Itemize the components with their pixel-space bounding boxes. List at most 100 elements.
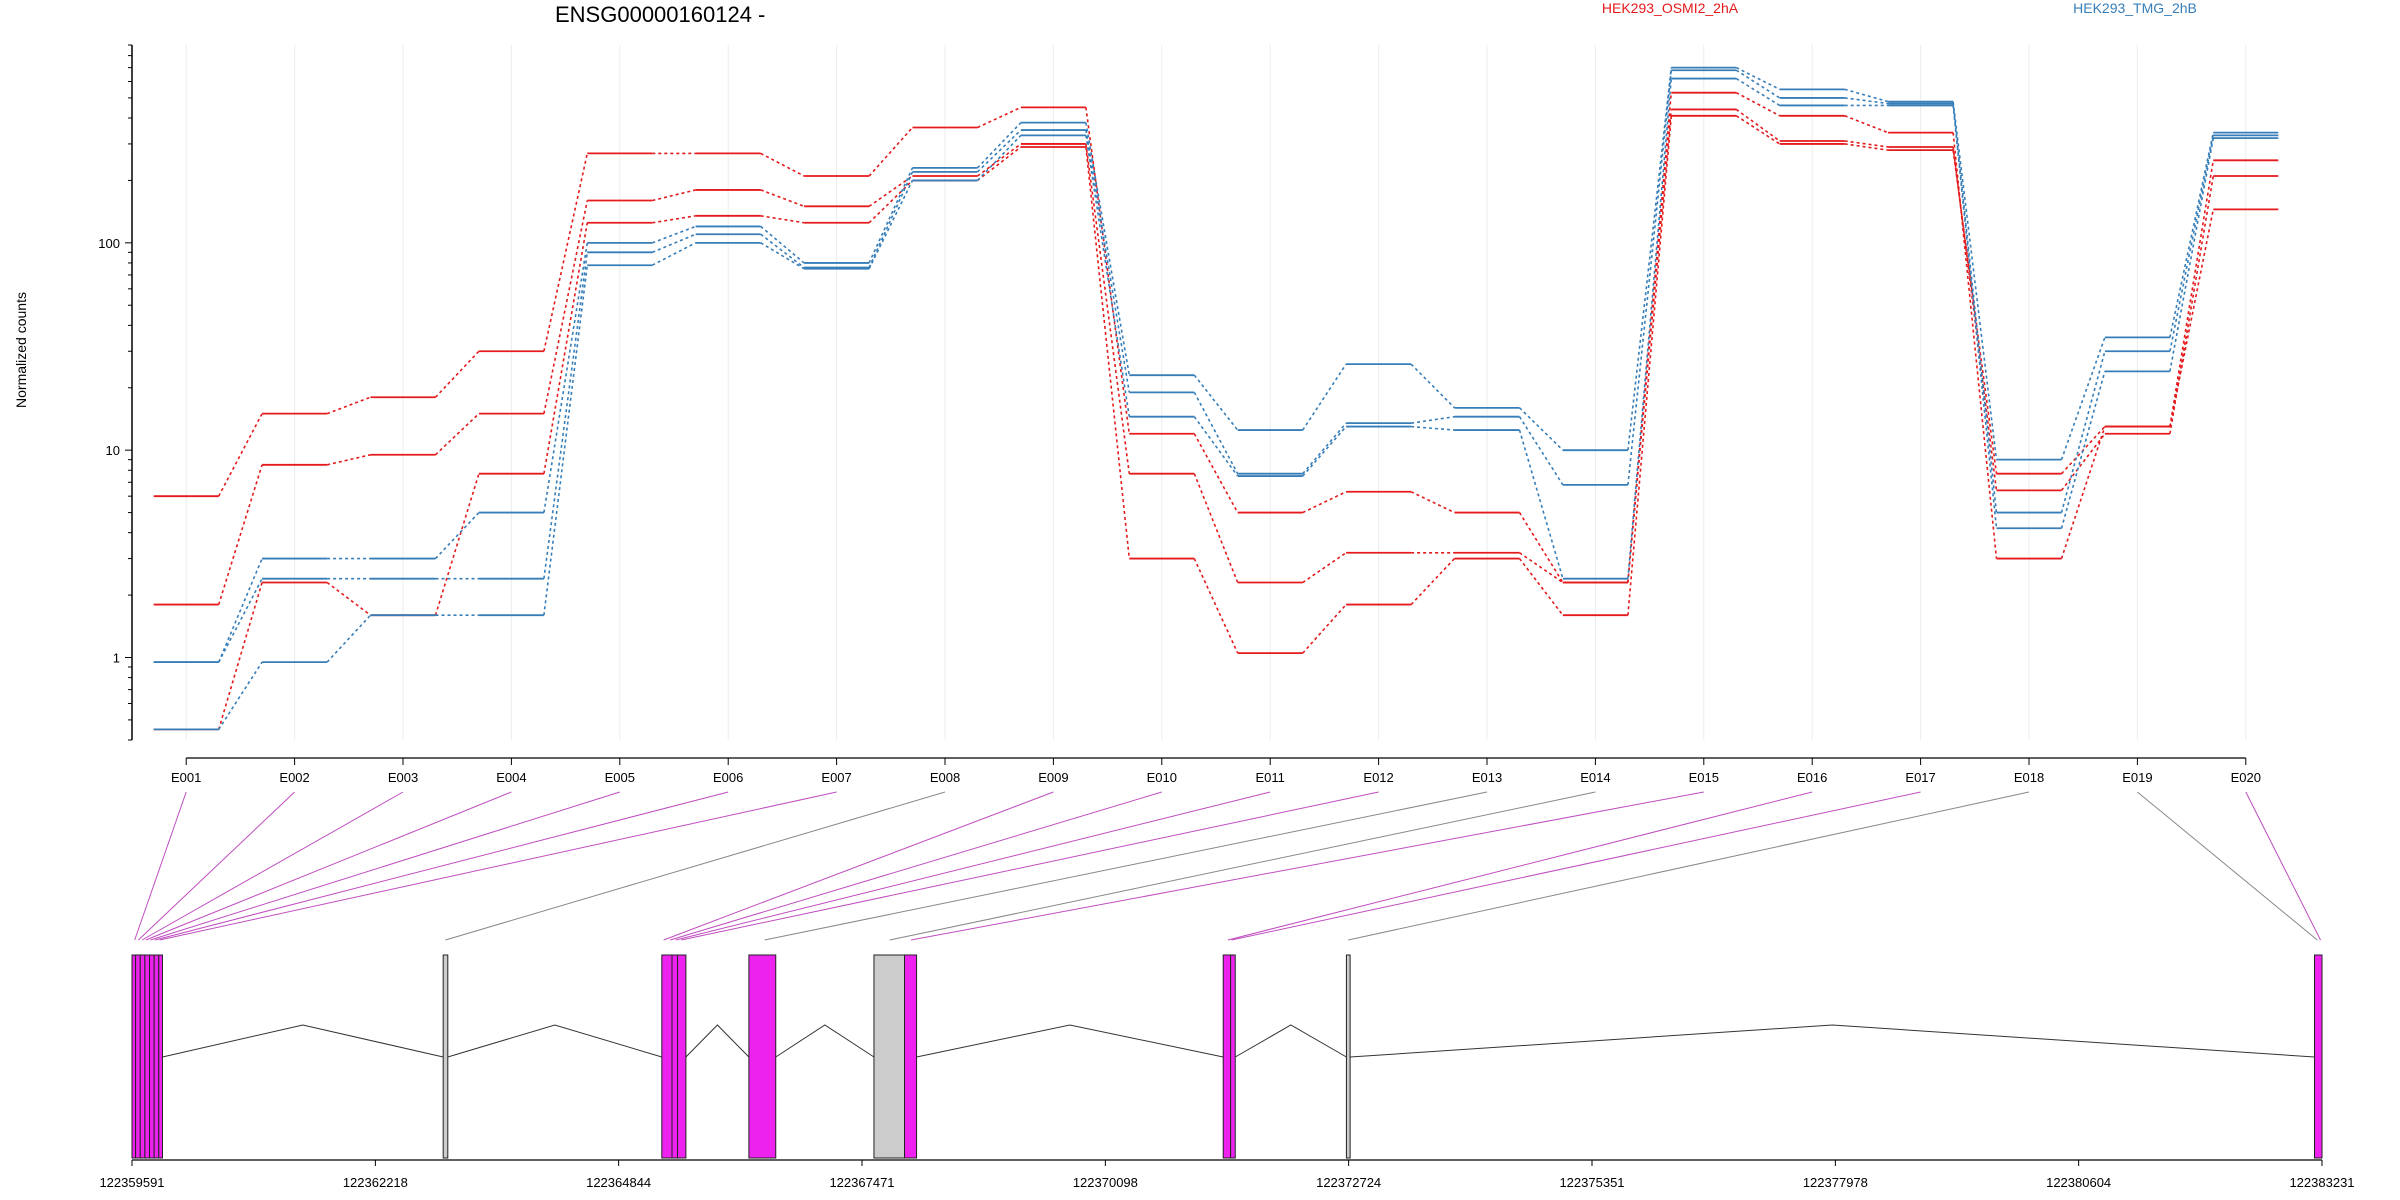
series-connector	[1844, 143, 1889, 151]
exon-block	[1345, 954, 1351, 1159]
series-connector	[2060, 426, 2106, 475]
exon-block	[131, 954, 137, 1159]
series-connector	[760, 189, 805, 208]
x-tick-label: E010	[1147, 770, 1177, 785]
series-connector	[651, 242, 697, 266]
series-connector	[1302, 604, 1347, 654]
series-connector	[1735, 66, 1781, 91]
series-connector	[1952, 132, 1998, 559]
series-connector	[434, 473, 480, 616]
x-tick-label: E015	[1689, 770, 1719, 785]
x-tick-label: E001	[171, 770, 201, 785]
exon-map-line	[1231, 791, 1921, 941]
series-connector	[868, 167, 914, 264]
series-connector	[1193, 473, 1239, 583]
x-tick-label: E020	[2231, 770, 2261, 785]
exon-map-line	[675, 791, 1271, 941]
exon-block	[661, 954, 673, 1159]
exon-block	[677, 954, 687, 1159]
genomic-tick-label: 122383231	[2289, 1175, 2354, 1190]
y-tick-label: 100	[98, 236, 120, 251]
intron-line	[916, 1024, 1224, 1058]
series-connector	[1193, 391, 1239, 475]
x-tick-label: E007	[821, 770, 851, 785]
series-connector	[2060, 337, 2106, 460]
x-tick-label: E008	[930, 770, 960, 785]
series-connector	[2060, 426, 2106, 559]
series-connector	[1410, 558, 1456, 606]
series-connector	[1735, 91, 1781, 117]
series-connector	[868, 126, 914, 177]
exon-map-line	[145, 791, 512, 941]
series-connector	[976, 129, 1022, 173]
exon-map-line	[663, 791, 1054, 941]
series-connector	[1193, 416, 1239, 477]
series-connector	[326, 454, 371, 466]
series-connector	[1519, 552, 1564, 584]
y-axis-label: Normalized counts	[13, 292, 29, 408]
series-connector	[218, 578, 263, 663]
series-connector	[326, 396, 371, 415]
exon-map-line	[2137, 791, 2318, 941]
series-connector	[1302, 426, 1347, 477]
series-connector	[652, 189, 696, 202]
x-tick-label: E016	[1797, 770, 1827, 785]
gene-model-track: 122359591 122362218 122364844 122367471 1223…	[99, 791, 2355, 1190]
genomic-tick-label: 122359591	[99, 1175, 164, 1190]
plot-area: 1 10 100 E001 E002 E003 E004 E005 E006 E007 E008 E0…	[98, 44, 2279, 785]
x-tick-label: E006	[713, 770, 743, 785]
x-tick-label: E005	[605, 770, 635, 785]
intron-line	[685, 1024, 750, 1058]
series-connector	[1410, 363, 1456, 409]
series-connector	[2169, 137, 2215, 372]
series-connector	[1952, 101, 1998, 460]
x-tick-label: E002	[279, 770, 309, 785]
series-connector	[2169, 160, 2215, 427]
series-connector	[1735, 108, 1781, 142]
series-connector	[434, 350, 480, 398]
x-tick-label: E019	[2122, 770, 2152, 785]
series-connector	[1735, 77, 1781, 107]
series-connector	[977, 146, 1022, 182]
exon-block	[1230, 954, 1236, 1159]
exon-map-line	[1348, 791, 2030, 941]
exon-block	[904, 954, 918, 1159]
series-connector	[1952, 146, 1998, 491]
intron-line	[1234, 1024, 1347, 1058]
series-connector	[1735, 115, 1781, 145]
y-tick-label: 1	[113, 650, 120, 665]
exon-block	[144, 954, 151, 1159]
series-connector	[1627, 92, 1673, 583]
series-connector	[1518, 416, 1564, 486]
exon-block	[149, 954, 155, 1159]
exon-map-line	[764, 791, 1488, 941]
x-tick-label: E009	[1038, 770, 1068, 785]
series-connector	[1844, 88, 1889, 103]
series-connector	[1193, 374, 1239, 431]
series-connector	[652, 233, 696, 254]
genomic-tick-label: 122380604	[2046, 1175, 2111, 1190]
genomic-tick-label: 122367471	[829, 1175, 894, 1190]
genomic-tick-label: 122372724	[1316, 1175, 1381, 1190]
series-connector	[1411, 425, 1455, 431]
series-connector	[1844, 97, 1889, 105]
series-connector	[1844, 140, 1889, 148]
series-connector	[1518, 429, 1564, 579]
intron-line	[775, 1024, 875, 1058]
x-tick-label: E003	[388, 770, 418, 785]
series-connector	[2169, 135, 2215, 352]
series-connector	[217, 582, 263, 730]
series-connector	[2060, 351, 2106, 513]
series-connector	[1085, 122, 1131, 376]
exon-map-line	[1227, 791, 1813, 941]
exon-block	[2313, 954, 2323, 1159]
series-connector	[326, 581, 371, 616]
series-connector	[1085, 129, 1131, 393]
exon-block	[671, 954, 679, 1159]
exon-block	[442, 954, 449, 1159]
x-tick-label: E011	[1255, 770, 1284, 785]
series-connector	[1193, 558, 1239, 654]
series-connector	[1627, 115, 1673, 616]
x-tick-label: E004	[496, 770, 526, 785]
series-connector	[760, 225, 805, 264]
